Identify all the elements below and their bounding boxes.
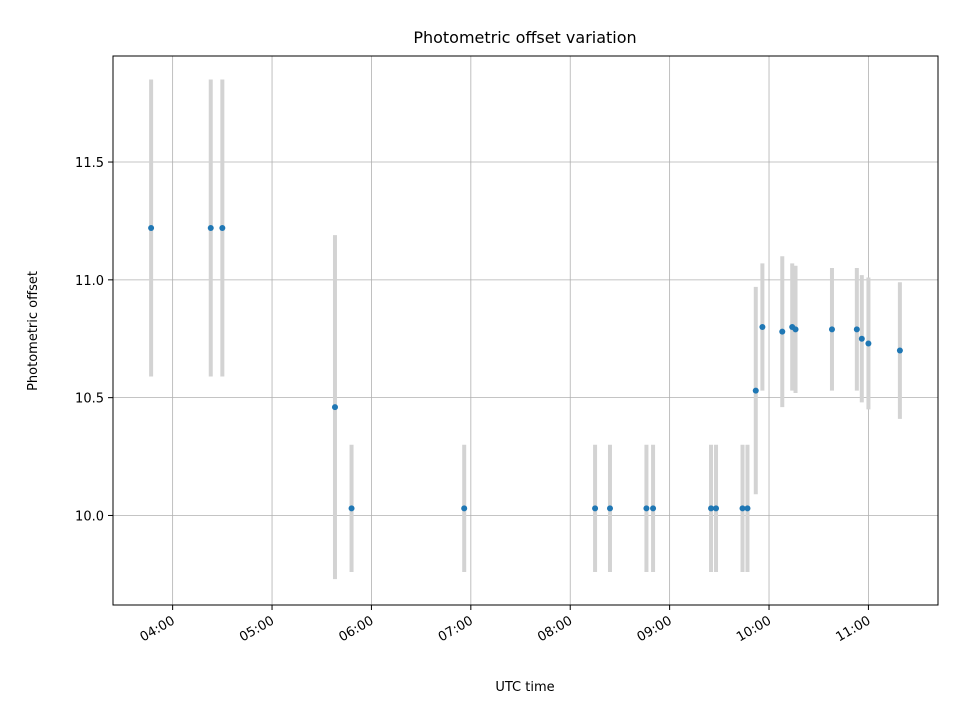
- y-tick-label: 11.0: [75, 274, 104, 289]
- data-point: [779, 328, 786, 335]
- data-point: [759, 323, 766, 330]
- data-point: [752, 387, 759, 394]
- data-point: [744, 505, 751, 512]
- data-point: [739, 505, 746, 512]
- data-point: [643, 505, 650, 512]
- y-axis-ticks: 10.0 10.5 11.0 11.5: [75, 156, 113, 524]
- data-point: [348, 505, 355, 512]
- y-tick-label: 11.5: [75, 156, 104, 171]
- y-tick-label: 10.0: [75, 509, 104, 524]
- data-point: [148, 225, 155, 232]
- data-point: [207, 225, 214, 232]
- data-point: [708, 505, 715, 512]
- data-point: [865, 340, 872, 347]
- y-tick-label: 10.5: [75, 392, 104, 407]
- plot-frame: [112, 55, 939, 606]
- chart-title: Photometric offset variation: [413, 28, 636, 47]
- data-point: [461, 505, 468, 512]
- data-point: [606, 505, 613, 512]
- data-point: [792, 326, 799, 333]
- x-axis-label: UTC time: [495, 680, 554, 695]
- data-points: [148, 225, 903, 512]
- data-point: [828, 326, 835, 333]
- data-point: [331, 404, 338, 411]
- data-point: [858, 335, 865, 342]
- data-point: [592, 505, 599, 512]
- y-axis-label: Photometric offset: [26, 271, 41, 391]
- data-point: [650, 505, 657, 512]
- data-point: [853, 326, 860, 333]
- grid-lines: [113, 56, 938, 605]
- data-point: [713, 505, 720, 512]
- data-point: [219, 225, 226, 232]
- data-point: [896, 347, 903, 354]
